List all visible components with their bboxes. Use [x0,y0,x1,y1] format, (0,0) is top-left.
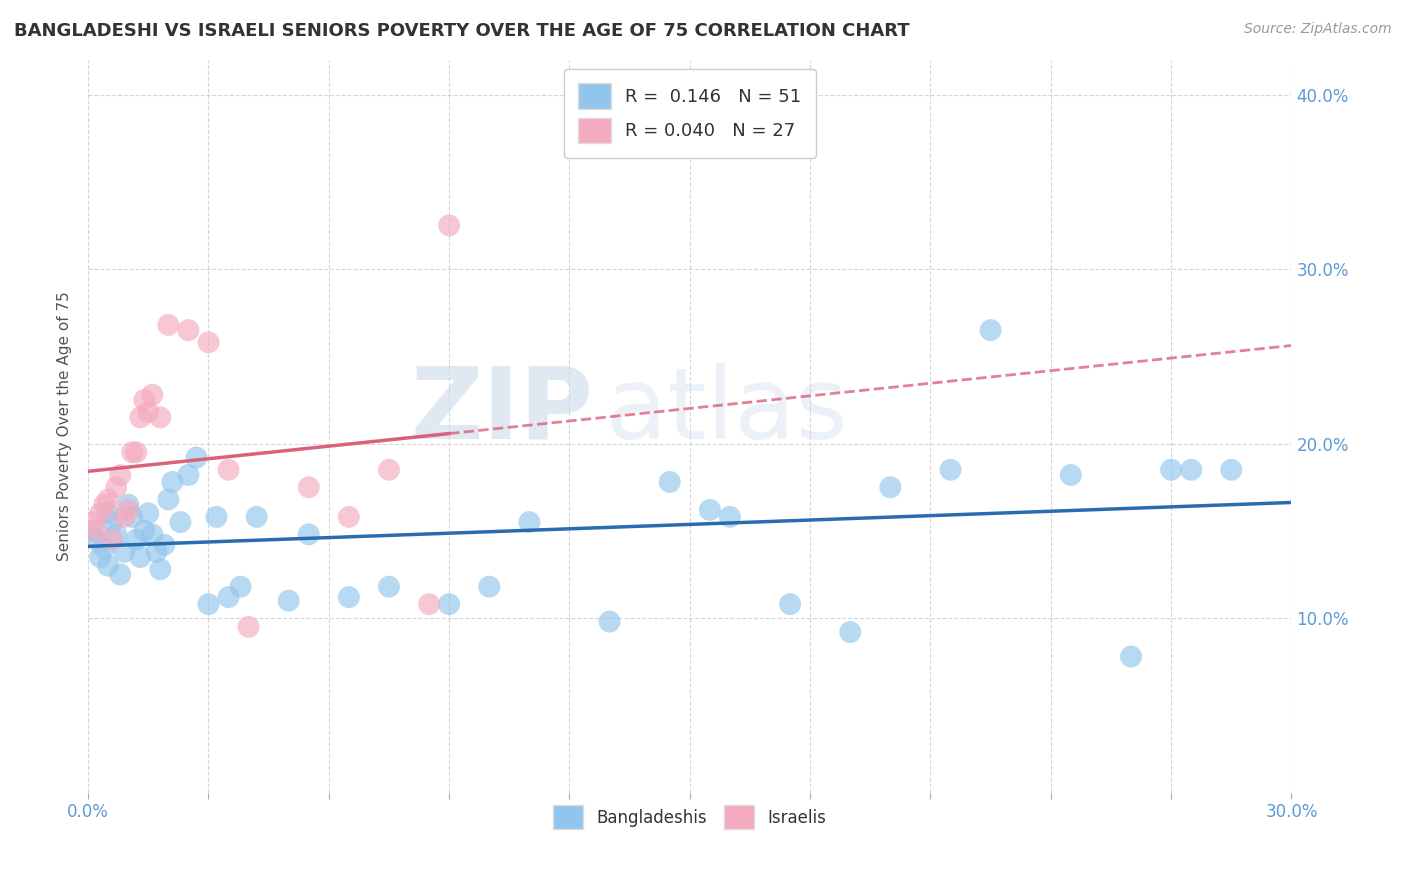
Point [101,533,124,547]
Point [238,620,260,634]
Point [378,580,401,594]
Point [105,480,128,494]
Point [197,597,219,611]
Point [134,524,156,538]
Point [121,509,143,524]
Point [125,445,148,459]
Legend: Bangladeshis, Israelis: Bangladeshis, Israelis [547,798,832,836]
Point [84,533,107,547]
Point [839,625,862,640]
Point [89,549,111,564]
Point [129,410,152,425]
Point [599,615,621,629]
Point [1180,463,1202,477]
Point [437,597,460,611]
Point [186,450,208,465]
Point [1060,468,1083,483]
Point [129,549,152,564]
Point [153,538,176,552]
Point [197,335,219,350]
Point [141,388,163,402]
Point [177,468,200,483]
Point [157,318,180,332]
Point [112,509,135,524]
Point [162,475,184,489]
Point [97,558,120,573]
Point [89,507,111,521]
Point [110,468,132,483]
Point [134,392,156,407]
Point [101,515,124,529]
Point [478,580,501,594]
Text: BANGLADESHI VS ISRAELI SENIORS POVERTY OVER THE AGE OF 75 CORRELATION CHART: BANGLADESHI VS ISRAELI SENIORS POVERTY O… [14,22,910,40]
Point [141,527,163,541]
Text: Source: ZipAtlas.com: Source: ZipAtlas.com [1244,22,1392,37]
Text: ZIP: ZIP [411,363,593,460]
Point [658,475,681,489]
Point [145,545,167,559]
Point [110,567,132,582]
Point [105,527,128,541]
Point [1160,463,1182,477]
Point [1119,649,1142,664]
Point [93,498,115,512]
Point [337,590,360,604]
Point [699,503,721,517]
Point [779,597,801,611]
Point [980,323,1002,337]
Text: atlas: atlas [606,363,848,460]
Point [149,562,172,576]
Point [337,509,360,524]
Point [97,492,120,507]
Point [519,515,541,529]
Point [229,580,252,594]
Point [378,463,401,477]
Point [112,545,135,559]
Point [93,541,115,556]
Point [218,590,240,604]
Point [149,410,172,425]
Point [177,323,200,337]
Point [718,509,741,524]
Point [121,445,143,459]
Point [1220,463,1243,477]
Point [117,498,139,512]
Point [82,515,104,529]
Point [418,597,440,611]
Point [277,593,299,607]
Point [298,527,321,541]
Point [205,509,228,524]
Point [117,503,139,517]
Point [97,507,120,521]
Point [136,507,159,521]
Point [218,463,240,477]
Y-axis label: Seniors Poverty Over the Age of 75: Seniors Poverty Over the Age of 75 [58,292,72,561]
Point [157,492,180,507]
Point [879,480,901,494]
Point [136,405,159,419]
Point [125,533,148,547]
Point [298,480,321,494]
Point [82,524,104,538]
Point [939,463,962,477]
Point [437,219,460,233]
Point [246,509,269,524]
Point [169,515,191,529]
Point [84,524,107,538]
